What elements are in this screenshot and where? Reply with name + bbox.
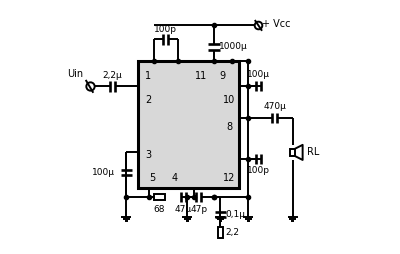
Text: 0,1μ: 0,1μ (225, 210, 245, 219)
Text: 100μ: 100μ (247, 70, 270, 79)
Text: 100μ: 100μ (92, 168, 115, 177)
Text: 2,2: 2,2 (225, 228, 239, 237)
Text: 9: 9 (219, 71, 225, 81)
Text: 47p: 47p (190, 205, 207, 214)
Text: 47μ: 47μ (175, 205, 192, 214)
Text: Uin: Uin (67, 69, 83, 79)
Text: 12: 12 (223, 173, 235, 183)
Text: + Vcc: + Vcc (262, 19, 291, 29)
Bar (218, 227, 223, 238)
Text: 2,2μ: 2,2μ (102, 71, 122, 80)
Text: RL: RL (308, 147, 320, 157)
Text: 470μ: 470μ (264, 102, 286, 111)
Text: 10: 10 (223, 95, 235, 105)
Text: 4: 4 (172, 173, 178, 183)
Text: 3: 3 (145, 150, 151, 160)
Text: 100p: 100p (154, 25, 177, 34)
Bar (138, 61, 239, 188)
Text: 1000μ: 1000μ (218, 42, 247, 52)
Bar (154, 194, 165, 200)
Text: 8: 8 (226, 122, 232, 132)
Bar (290, 149, 295, 156)
Text: 2: 2 (145, 95, 151, 105)
Text: 5: 5 (149, 173, 155, 183)
Text: 68: 68 (154, 205, 165, 214)
Text: 1: 1 (145, 71, 151, 81)
Text: 11: 11 (195, 71, 207, 81)
Text: 100p: 100p (247, 166, 270, 175)
